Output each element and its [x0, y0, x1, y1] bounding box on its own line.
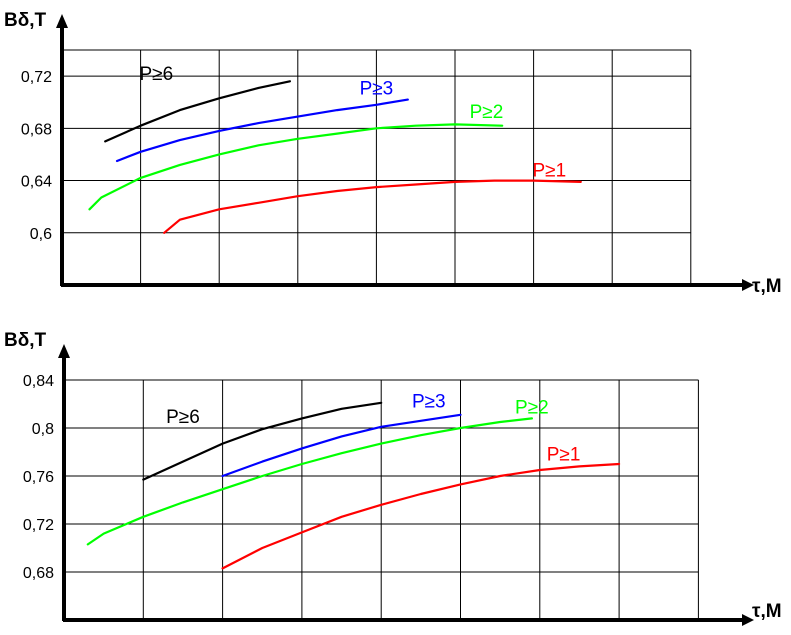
panel1-series-line — [163, 179, 582, 234]
panel2-tick-label: 0,84 — [23, 373, 54, 390]
panel1-tick-label: 0,72 — [21, 69, 52, 86]
panel1-y-axis-title: Bδ,T — [4, 10, 47, 31]
panel2-tick-label: 0,8 — [32, 421, 54, 438]
panel2-series-label: P≥2 — [515, 398, 549, 419]
panel2-tick-label: 0,76 — [23, 469, 54, 486]
panel2-series-line — [86, 417, 534, 546]
panel2-series-line — [142, 401, 383, 481]
panel1-series-label: P≥6 — [139, 64, 173, 85]
panel2-series-label: P≥1 — [547, 444, 581, 465]
panel1-series-label: P≥2 — [470, 102, 504, 123]
panel1-series-line — [115, 98, 409, 163]
panel2-tick-label: 0,72 — [23, 517, 54, 534]
panel1-y-axis-arrow — [56, 14, 68, 28]
panel2-series-label: P≥3 — [412, 392, 446, 413]
panel2-series-line — [221, 413, 462, 478]
panel1-x-axis-title: τ,M — [752, 276, 782, 297]
panel1-series-line — [104, 80, 291, 143]
panel1-tick-label: 0,64 — [21, 174, 52, 191]
panel1-series-label: P≥1 — [532, 161, 566, 182]
panel1-tick-label: 0,68 — [21, 121, 52, 138]
panel2-y-axis-title: Bδ,T — [4, 330, 47, 351]
panel2-x-axis-arrow — [742, 614, 754, 626]
panel2-series-label: P≥6 — [166, 407, 200, 428]
panel1-tick-label: 0,6 — [30, 226, 52, 243]
panel2-y-axis-arrow — [58, 344, 70, 358]
panel2-series-line — [221, 462, 621, 570]
panel2-x-axis-title: τ,M — [752, 601, 782, 622]
panel1-series-line — [88, 123, 504, 211]
panel1-x-axis-arrow — [742, 279, 754, 291]
panel1-series-label: P≥3 — [360, 78, 394, 99]
panel2-tick-label: 0,68 — [23, 565, 54, 582]
